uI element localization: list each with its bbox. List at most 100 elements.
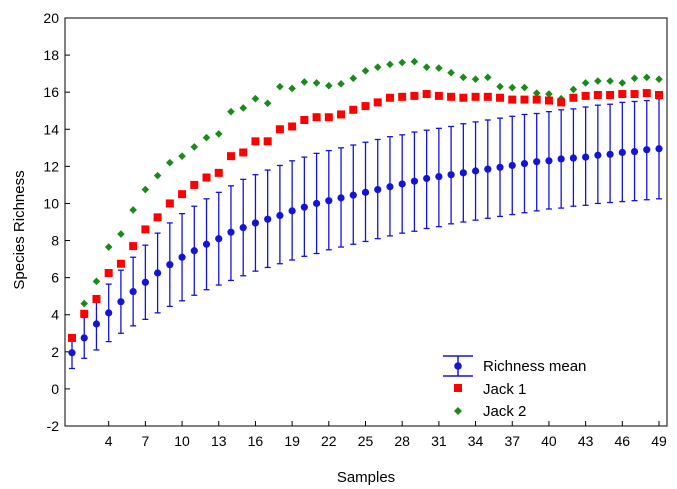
richness-mean-point <box>300 203 308 211</box>
jack-1-point <box>92 294 101 303</box>
x-tick-label: 37 <box>504 433 520 449</box>
jack-1-point <box>251 137 260 146</box>
jack-2-point <box>80 299 89 308</box>
x-tick-label: 10 <box>174 433 190 449</box>
y-tick-label: 0 <box>51 381 59 397</box>
x-tick-label: 25 <box>358 433 374 449</box>
jack-1-point <box>104 269 113 277</box>
richness-mean-point <box>349 191 357 199</box>
jack-2-point <box>459 73 468 82</box>
jack-1-point <box>459 93 468 102</box>
jack-1-point <box>471 92 480 101</box>
jack-2-point <box>300 78 309 86</box>
jack-2-point <box>312 79 321 87</box>
jack-2-point <box>214 130 223 138</box>
x-tick-label: 13 <box>211 433 227 449</box>
y-tick-label: 8 <box>51 233 59 249</box>
jack-1-point <box>202 173 211 182</box>
jack-1-point <box>410 91 419 100</box>
jack-2-point <box>349 74 358 83</box>
jack-2-point <box>435 64 443 72</box>
richness-mean-point <box>545 157 553 165</box>
richness-mean-point <box>435 172 443 181</box>
richness-mean-point <box>557 155 565 163</box>
jack-1-point <box>288 122 297 131</box>
richness-mean-point <box>80 334 88 342</box>
richness-mean-point <box>190 247 198 255</box>
jack-2-point <box>166 158 174 167</box>
jack-1-point <box>275 125 284 134</box>
jack-1-point <box>532 95 541 104</box>
jack-1-point <box>226 152 235 161</box>
jack-1-point <box>630 90 639 99</box>
richness-mean-point <box>533 158 541 166</box>
y-tick-label: 10 <box>43 195 59 211</box>
jack-2-point <box>276 82 284 91</box>
jack-1-point <box>569 93 578 102</box>
x-axis-ticks: 4 7 10 13 16 19 22 25 28 31 34 37 40 43 46 49 <box>105 421 667 449</box>
jack-1-point <box>655 90 663 99</box>
y-tick-label: 20 <box>43 10 59 26</box>
legend-square-marker <box>454 384 462 392</box>
jack-1-point <box>129 242 138 251</box>
richness-mean-point <box>141 278 149 286</box>
x-tick-label: 40 <box>541 433 557 449</box>
richness-mean-point <box>312 199 321 208</box>
richness-mean-errorbars <box>69 98 662 370</box>
richness-mean-point <box>105 309 113 317</box>
x-tick-label: 19 <box>284 433 300 449</box>
jack-1-point <box>116 259 125 268</box>
jack-1-point <box>361 102 370 111</box>
jack-1-point <box>544 96 553 105</box>
legend: Richness mean Jack 1 Jack 2 <box>443 355 586 420</box>
jack-1-point <box>618 90 627 99</box>
richness-mean-point <box>325 197 333 205</box>
x-tick-label: 22 <box>321 433 337 449</box>
richness-mean-point <box>386 183 394 191</box>
jack-1-point <box>239 148 248 157</box>
legend-circle-marker <box>454 362 462 370</box>
jack-2-point <box>117 230 125 238</box>
series-richness-mean <box>68 145 663 357</box>
jack-1-point <box>178 190 187 199</box>
richness-mean-point <box>410 177 419 185</box>
richness-mean-point <box>202 240 211 248</box>
jack-1-point <box>190 180 199 189</box>
legend-label-richness-mean: Richness mean <box>483 358 586 375</box>
richness-mean-point <box>178 253 186 261</box>
jack-1-point <box>312 113 321 122</box>
jack-2-point <box>618 79 627 87</box>
x-tick-label: 43 <box>578 433 594 449</box>
jack-2-point <box>92 277 101 286</box>
y-tick-label: 4 <box>51 307 59 323</box>
jack-1-point <box>581 91 590 100</box>
jack-1-point <box>141 225 150 234</box>
richness-mean-point <box>484 165 492 173</box>
legend-item-jack-2: Jack 2 <box>454 403 526 420</box>
jack-2-point <box>227 107 235 116</box>
y-tick-label: 16 <box>43 84 59 100</box>
richness-mean-point <box>251 219 260 227</box>
richness-mean-point <box>374 185 382 194</box>
richness-mean-point <box>471 167 480 175</box>
jack-1-point <box>398 92 407 101</box>
legend-item-jack-1: Jack 1 <box>454 381 526 398</box>
jack-1-point <box>300 116 309 124</box>
x-axis-title: Samples <box>337 469 395 486</box>
richness-mean-point <box>643 146 651 154</box>
jack-2-point <box>190 143 199 151</box>
richness-mean-point <box>288 207 296 215</box>
jack-2-point <box>325 81 333 90</box>
jack-1-point <box>606 90 615 99</box>
x-tick-label: 4 <box>105 433 113 449</box>
legend-label-jack-2: Jack 2 <box>483 403 526 420</box>
richness-mean-point <box>423 174 431 183</box>
jack-2-point <box>422 63 431 71</box>
jack-1-point <box>165 199 174 208</box>
jack-1-point <box>508 95 517 104</box>
jack-2-point <box>508 83 517 92</box>
richness-mean-point <box>594 151 602 159</box>
jack-2-point <box>581 79 590 87</box>
jack-1-point <box>447 92 456 101</box>
